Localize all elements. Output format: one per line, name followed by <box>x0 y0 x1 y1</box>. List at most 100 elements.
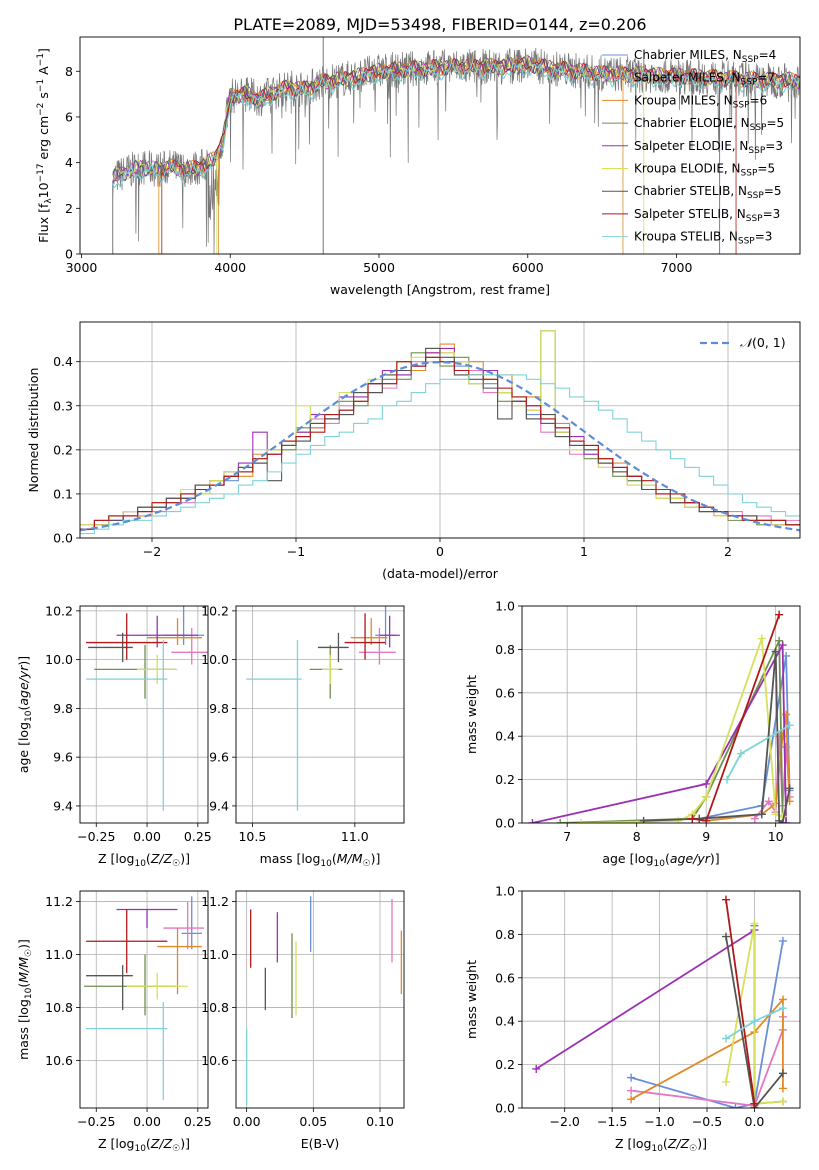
x-tick-label: −1 <box>287 544 305 559</box>
x-axis-label: age [log10(age/yr)] <box>602 851 719 869</box>
axes-frame <box>235 605 405 824</box>
panel-weight-vs-Z: −2.0 −1.5 −1.0 −0.5 0.0 0.0 0.2 0.4 0.6 0.8 1.0 Z [… <box>464 884 801 1154</box>
weight-marker <box>750 919 759 928</box>
weight-marker <box>775 610 784 619</box>
errorbar-point <box>86 640 168 811</box>
legend-label: 𝒩(0, 1) <box>740 335 786 350</box>
y-tick-label: 11.0 <box>45 947 73 962</box>
x-tick-label: 11.0 <box>341 829 369 844</box>
plot-area-mass-vs-Z <box>84 896 204 1101</box>
errorbar-point <box>344 613 386 660</box>
y-axis-label: age [log10(age/yr)] <box>16 656 34 773</box>
normal-reference-curve <box>80 360 800 532</box>
weight-marker <box>721 895 730 904</box>
plot-area-residuals <box>80 330 800 535</box>
weight-line <box>630 940 784 1108</box>
legend-label: Kroupa ELODIE, NSSP=5 <box>634 162 775 179</box>
y-tick-label: 10.0 <box>45 652 73 667</box>
x-tick-label: 10 <box>768 829 784 844</box>
errorbar-point <box>246 640 302 811</box>
weight-marker <box>721 1077 730 1086</box>
errorbar-point <box>322 654 339 685</box>
weight-marker <box>528 819 537 823</box>
plot-area-weight-vs-age <box>528 610 794 823</box>
x-tick-label: 1 <box>580 544 588 559</box>
x-axis-label: E(B-V) <box>301 1136 340 1151</box>
weight-marker <box>775 816 784 823</box>
x-tick-label: 0.10 <box>366 1114 394 1129</box>
x-tick-label: −0.25 <box>77 1114 115 1129</box>
weight-marker <box>757 634 766 643</box>
errorbar-point <box>350 618 388 646</box>
weight-marker <box>627 1086 636 1095</box>
model-kroupa-elodie-line <box>112 55 800 180</box>
x-tick-label: 5000 <box>363 260 395 275</box>
x-tick-label: 0.00 <box>133 829 161 844</box>
weight-marker <box>702 816 711 823</box>
x-tick-label: 0.0 <box>745 1114 765 1129</box>
weight-marker <box>627 1073 636 1082</box>
y-tick-label: 0.4 <box>53 354 73 369</box>
x-tick-label: 6000 <box>512 260 544 275</box>
x-tick-label: −1.5 <box>597 1114 627 1129</box>
plot-area-spectrum <box>112 37 800 254</box>
x-tick-label: −1.0 <box>644 1114 674 1129</box>
panel-age-vs-Z: −0.25 0.00 0.25 9.4 9.6 9.8 10.0 10.2 Z [log10(Z… <box>16 603 212 869</box>
legend-label: Chabrier STELIB, NSSP=5 <box>634 184 782 201</box>
weight-marker <box>782 743 791 752</box>
histogram-salpeter-stelib <box>80 356 800 530</box>
errorbar-point <box>317 632 349 663</box>
y-tick-label: 1.0 <box>495 884 515 899</box>
errorbar-point <box>157 928 202 995</box>
axes-frame <box>521 605 801 824</box>
y-axis-label: mass weight <box>464 960 479 1039</box>
x-axis-label: mass [log10(M/M☉)] <box>260 851 381 869</box>
weight-marker <box>778 819 787 823</box>
axes-frame <box>235 890 405 1109</box>
x-tick-label: 9 <box>702 829 710 844</box>
legend: Chabrier MILES, NSSP=4 Salpeter MILES, NS… <box>602 48 784 247</box>
errorbar-point <box>126 973 188 1000</box>
x-tick-label: −0.25 <box>77 829 115 844</box>
y-tick-label: 4 <box>65 155 73 170</box>
panel-weight-vs-age: 7 8 9 10 0.0 0.2 0.4 0.6 0.8 1.0 age [log10(age/yr… <box>464 599 801 869</box>
y-tick-label: 0.2 <box>495 1057 515 1072</box>
y-tick-label: 0.3 <box>53 398 73 413</box>
plot-area-age-vs-Z <box>86 606 208 811</box>
weight-marker <box>750 1099 759 1108</box>
weight-marker <box>785 784 794 793</box>
weight-line <box>725 899 756 1104</box>
errorbar-point <box>181 896 202 950</box>
y-tick-label: 0.0 <box>495 816 515 831</box>
weight-marker <box>778 1084 787 1093</box>
y-tick-label: 0.4 <box>495 1014 515 1029</box>
weight-marker <box>778 641 787 650</box>
weight-marker <box>750 1017 759 1026</box>
panel-mass-vs-ebv: 0.00 0.05 0.10 10.6 10.8 11.0 11.2 E(B-V) <box>201 890 405 1151</box>
y-axis-label: Flux [fλ10−17 erg cm−2 s−1 A−1] <box>36 48 54 243</box>
errorbar-point <box>86 1002 168 1101</box>
x-tick-label: 0.05 <box>299 1114 327 1129</box>
y-tick-label: 9.8 <box>209 701 229 716</box>
x-tick-label: 10.5 <box>238 829 266 844</box>
y-tick-label: 0.2 <box>53 442 73 457</box>
x-tick-label: 7 <box>563 829 571 844</box>
y-tick-label: 9.8 <box>53 701 73 716</box>
weight-line <box>630 997 784 1101</box>
y-tick-label: 0.6 <box>495 970 515 985</box>
weight-marker <box>778 1004 787 1013</box>
weight-marker <box>731 1104 740 1108</box>
legend: 𝒩(0, 1) <box>700 335 786 350</box>
weight-marker <box>577 819 586 823</box>
weight-marker <box>757 810 766 819</box>
y-tick-label: 10.8 <box>201 1000 229 1015</box>
weight-marker <box>556 819 565 823</box>
y-tick-label: 0 <box>65 247 73 262</box>
y-tick-label: 11.2 <box>45 894 73 909</box>
figure-title: PLATE=2089, MJD=53498, FIBERID=0144, z=0… <box>233 15 646 34</box>
x-tick-label: −2 <box>143 544 161 559</box>
errorbar-point <box>86 965 133 1011</box>
legend-label: Salpeter MILES, NSSP=7 <box>634 71 775 88</box>
weight-marker <box>778 1069 787 1078</box>
